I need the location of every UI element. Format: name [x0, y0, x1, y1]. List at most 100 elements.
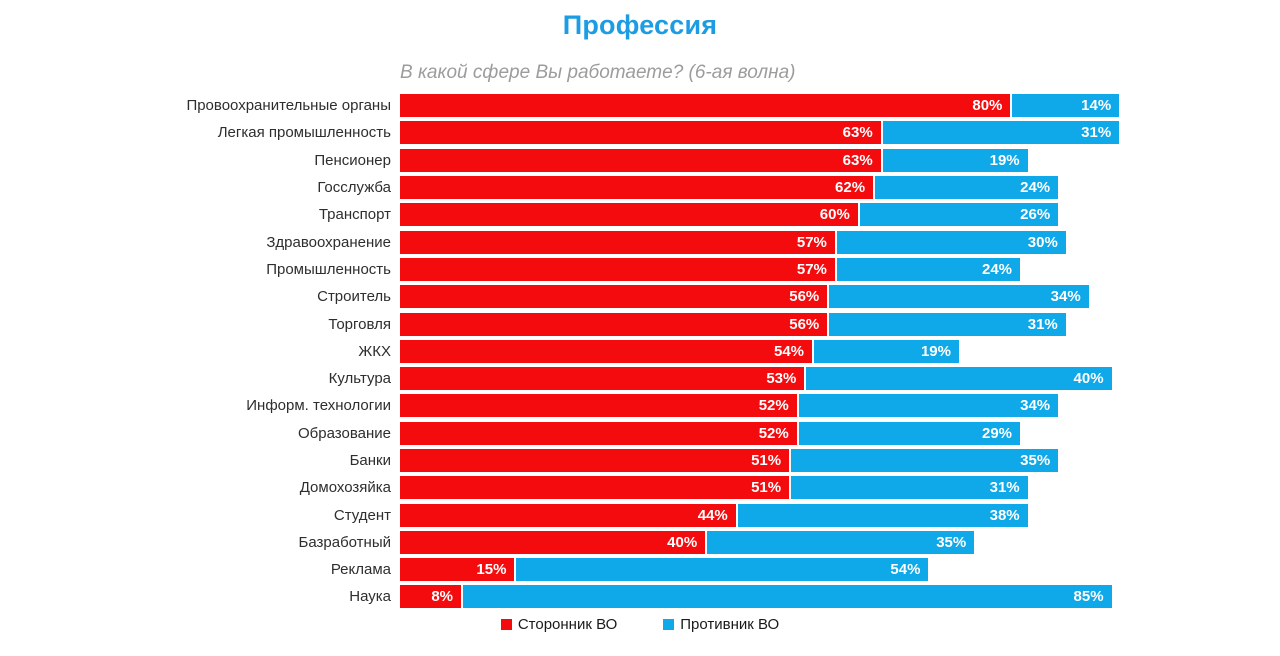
supporter-value: 51% [751, 479, 782, 497]
bar-group: 56% 34% [400, 285, 1089, 309]
opponent-bar: 31% [791, 476, 1028, 500]
supporter-value: 15% [476, 561, 507, 579]
category-label: Провоохранительные органы [186, 97, 391, 115]
legend-label-supporter: Сторонник ВО [517, 616, 618, 633]
category-label: Культура [328, 370, 391, 388]
opponent-value: 35% [936, 533, 967, 551]
bar-group: 56% 31% [400, 312, 1066, 336]
legend-label-opponent: Противник ВО [680, 616, 780, 633]
chart-subtitle: В какой сфере Вы работаете? (6-ая волна) [400, 62, 796, 83]
supporter-value: 63% [842, 124, 873, 142]
supporter-value: 62% [835, 179, 866, 197]
opponent-value: 29% [981, 424, 1013, 442]
supporter-bar: 57% [400, 257, 835, 281]
chart-row: Промышленность 57% 24% [0, 256, 1280, 283]
legend: Сторонник ВО Противник ВО [0, 616, 1280, 633]
category-label: Госслужба [317, 179, 391, 197]
bar-group: 63% 31% [400, 121, 1120, 145]
opponent-bar: 19% [882, 148, 1028, 172]
opponent-value: 14% [1081, 97, 1112, 115]
opponent-value: 31% [1081, 124, 1112, 142]
category-label: Информ. технологии [246, 397, 391, 415]
supporter-value: 54% [773, 342, 805, 360]
opponent-bar: 35% [707, 530, 975, 554]
stacked-bar-chart: Провоохранительные органы 80% 14% Легкая… [0, 92, 1280, 611]
opponent-value: 34% [1020, 397, 1051, 415]
supporter-bar: 57% [400, 230, 835, 254]
bar-group: 62% 24% [400, 176, 1059, 200]
opponent-value: 24% [981, 260, 1013, 278]
chart-row: Провоохранительные органы 80% 14% [0, 92, 1280, 119]
category-label: Студент [333, 506, 391, 524]
chart-row: Торговля 56% 31% [0, 310, 1280, 337]
chart-row: Базработный 40% 35% [0, 529, 1280, 556]
supporter-bar: 15% [400, 558, 515, 582]
chart-row: Образование 52% 29% [0, 420, 1280, 447]
supporter-bar: 44% [400, 503, 736, 527]
category-label: Строитель [317, 288, 391, 306]
opponent-bar: 54% [516, 558, 929, 582]
supporter-bar: 51% [400, 449, 790, 472]
supporter-value: 8% [431, 588, 454, 606]
chart-row: Здравоохранение 57% 30% [0, 228, 1280, 255]
chart-row: Госслужба 62% 24% [0, 174, 1280, 201]
supporter-value: 57% [796, 260, 827, 278]
chart-row: Культура 53% 40% [0, 365, 1280, 392]
supporter-bar: 80% [400, 94, 1011, 118]
opponent-bar: 29% [798, 421, 1021, 445]
bar-group: 53% 40% [400, 367, 1112, 391]
opponent-value: 85% [1073, 588, 1104, 606]
opponent-bar: 85% [463, 585, 1112, 609]
opponent-bar: 24% [836, 257, 1021, 281]
opponent-bar: 26% [859, 203, 1059, 227]
chart-row: Наука 8% 85% [0, 583, 1280, 610]
chart-row: Информ. технологии 52% 34% [0, 392, 1280, 419]
supporter-bar: 62% [400, 176, 874, 200]
category-label: Транспорт [318, 206, 391, 224]
chart-row: Банки 51% 35% [0, 447, 1280, 474]
legend-item-opponent: Противник ВО [663, 616, 779, 633]
category-label: Промышленность [266, 260, 391, 278]
opponent-bar: 38% [737, 503, 1028, 527]
opponent-bar: 34% [829, 285, 1089, 309]
supporter-bar: 63% [400, 121, 881, 145]
category-label: ЖКХ [358, 342, 391, 360]
opponent-value: 30% [1027, 233, 1058, 251]
bar-group: 44% 38% [400, 503, 1028, 527]
opponent-value: 34% [1050, 288, 1081, 306]
supporter-bar: 52% [400, 394, 797, 418]
chart-row: Студент 44% 38% [0, 501, 1280, 528]
supporter-bar: 52% [400, 421, 797, 445]
chart-row: ЖКХ 54% 19% [0, 338, 1280, 365]
bar-group: 15% 54% [400, 558, 929, 582]
supporter-value: 56% [789, 288, 820, 306]
supporter-value: 44% [697, 506, 728, 524]
bar-group: 40% 35% [400, 530, 975, 554]
bar-group: 51% 31% [400, 476, 1028, 500]
opponent-value: 19% [920, 342, 951, 360]
category-label: Здравоохранение [266, 233, 391, 251]
opponent-bar: 30% [836, 230, 1066, 254]
chart-row: Транспорт 60% 26% [0, 201, 1280, 228]
supporter-bar: 54% [400, 339, 813, 363]
supporter-bar: 40% [400, 530, 706, 554]
opponent-value: 40% [1073, 370, 1104, 388]
bar-group: 60% 26% [400, 203, 1059, 227]
category-label: Базработный [298, 533, 392, 551]
category-label: Торговля [328, 315, 391, 333]
category-label: Образование [298, 424, 391, 442]
bar-group: 57% 30% [400, 230, 1066, 254]
category-label: Наука [349, 588, 391, 606]
category-label: Банки [349, 452, 391, 469]
opponent-value: 54% [890, 561, 921, 579]
bar-group: 52% 34% [400, 394, 1059, 418]
legend-item-supporter: Сторонник ВО [500, 616, 618, 633]
bar-group: 52% 29% [400, 421, 1021, 445]
supporter-value: 51% [751, 452, 782, 469]
opponent-value: 26% [1020, 206, 1051, 224]
opponent-bar: 34% [798, 394, 1059, 418]
supporter-bar: 56% [400, 285, 828, 309]
category-label: Реклама [330, 561, 391, 579]
opponent-value: 24% [1020, 179, 1051, 197]
